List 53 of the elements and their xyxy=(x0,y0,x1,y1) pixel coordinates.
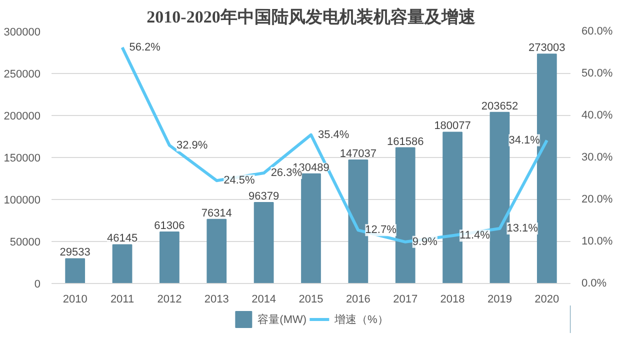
chart-title: 2010-2020年中国陆风发电机装机容量及增速 xyxy=(146,8,476,26)
x-tick-label: 2017 xyxy=(393,294,418,306)
x-tick-label: 2014 xyxy=(252,294,276,306)
y2-tick-label: 60.0% xyxy=(582,26,613,38)
data-label: 180077 xyxy=(434,120,471,132)
y2-tick-label: 50.0% xyxy=(582,68,613,80)
x-tick-label: 2011 xyxy=(110,294,134,306)
data-label: 56.2% xyxy=(129,41,161,54)
bar xyxy=(206,218,227,284)
data-label: 147037 xyxy=(340,148,377,160)
x-tick-label: 2018 xyxy=(440,294,465,306)
data-label: 46145 xyxy=(106,232,138,245)
bar xyxy=(112,244,132,284)
y2-tick-label: 40.0% xyxy=(582,110,613,122)
bar xyxy=(65,258,86,284)
x-tick-label: 2019 xyxy=(487,294,512,306)
x-tick-label: 2012 xyxy=(157,294,182,306)
data-label: 35.4% xyxy=(318,128,350,141)
data-label: 29533 xyxy=(60,246,90,259)
x-tick-label: 2010 xyxy=(62,294,88,306)
data-label: 32.9% xyxy=(176,139,208,152)
data-label: 96379 xyxy=(248,190,280,203)
y-tick-label: 200000 xyxy=(4,110,41,122)
bar xyxy=(160,232,180,284)
data-label: 11.4% xyxy=(460,230,490,242)
y2-tick-label: 30.0% xyxy=(582,152,613,164)
data-label: 13.1% xyxy=(506,222,538,234)
data-label: 24.5% xyxy=(224,174,256,187)
data-label: 61306 xyxy=(154,220,185,232)
data-label: 9.9% xyxy=(412,236,438,248)
y-tick-label: 100000 xyxy=(4,194,41,206)
data-label: 203652 xyxy=(481,100,518,112)
y-tick-label: 50000 xyxy=(10,236,41,248)
data-label: 161586 xyxy=(387,136,424,148)
legend-label: 增速（%） xyxy=(334,312,388,326)
x-tick-label: 2020 xyxy=(534,294,560,306)
x-tick-label: 2013 xyxy=(204,294,229,306)
x-tick-label: 2016 xyxy=(346,294,370,306)
y2-tick-label: 10.0% xyxy=(582,236,613,248)
bar xyxy=(301,173,321,284)
y2-tick-label: 0.0% xyxy=(582,278,607,290)
y-tick-label: 0 xyxy=(34,278,41,290)
data-label: 12.7% xyxy=(365,224,397,236)
data-label: 273003 xyxy=(528,42,566,54)
x-tick-label: 2015 xyxy=(298,294,324,306)
y-tick-label: 300000 xyxy=(4,26,41,38)
y-tick-label: 150000 xyxy=(4,152,41,164)
data-label: 76314 xyxy=(201,207,232,220)
bar xyxy=(254,202,274,284)
legend-label: 容量(MW) xyxy=(258,312,307,326)
y-tick-label: 250000 xyxy=(4,68,41,80)
y2-tick-label: 20.0% xyxy=(582,194,613,206)
data-label: 34.1% xyxy=(508,134,540,146)
